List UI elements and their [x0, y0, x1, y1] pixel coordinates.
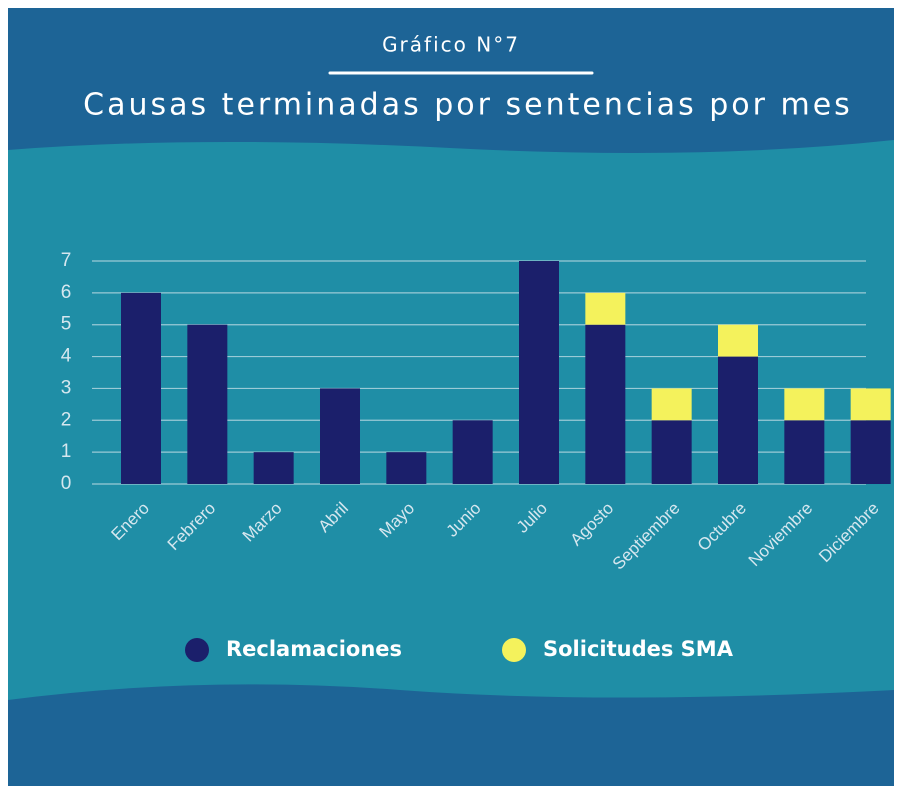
bar: [452, 420, 493, 484]
y-tick-label: 5: [61, 314, 72, 335]
legend-swatch: [185, 638, 209, 662]
bar: [651, 420, 692, 484]
bar: [850, 420, 891, 484]
bar: [784, 388, 825, 421]
bar: [718, 356, 758, 484]
chart-subtitle: Gráfico N°7: [382, 33, 520, 57]
bar: [386, 452, 427, 484]
y-tick-label: 2: [61, 409, 72, 430]
bar: [121, 292, 161, 484]
bar: [253, 452, 294, 484]
bar: [585, 292, 626, 325]
bar: [320, 388, 360, 484]
bar: [519, 261, 559, 484]
y-tick-label: 0: [61, 473, 72, 494]
legend-label: Reclamaciones: [226, 637, 402, 661]
y-tick-label: 1: [61, 441, 72, 462]
y-tick-label: 4: [61, 346, 72, 367]
bar: [585, 324, 626, 484]
bar: [651, 388, 692, 421]
bar: [718, 324, 758, 357]
legend-label: Solicitudes SMA: [543, 637, 734, 661]
bar: [850, 388, 891, 421]
y-tick-label: 7: [61, 250, 72, 271]
y-tick-label: 6: [61, 282, 72, 303]
legend-swatch: [502, 638, 526, 662]
chart-title: Causas terminadas por sentencias por mes: [83, 88, 853, 123]
bar: [187, 324, 228, 484]
y-tick-label: 3: [61, 377, 72, 398]
bar: [784, 420, 825, 484]
